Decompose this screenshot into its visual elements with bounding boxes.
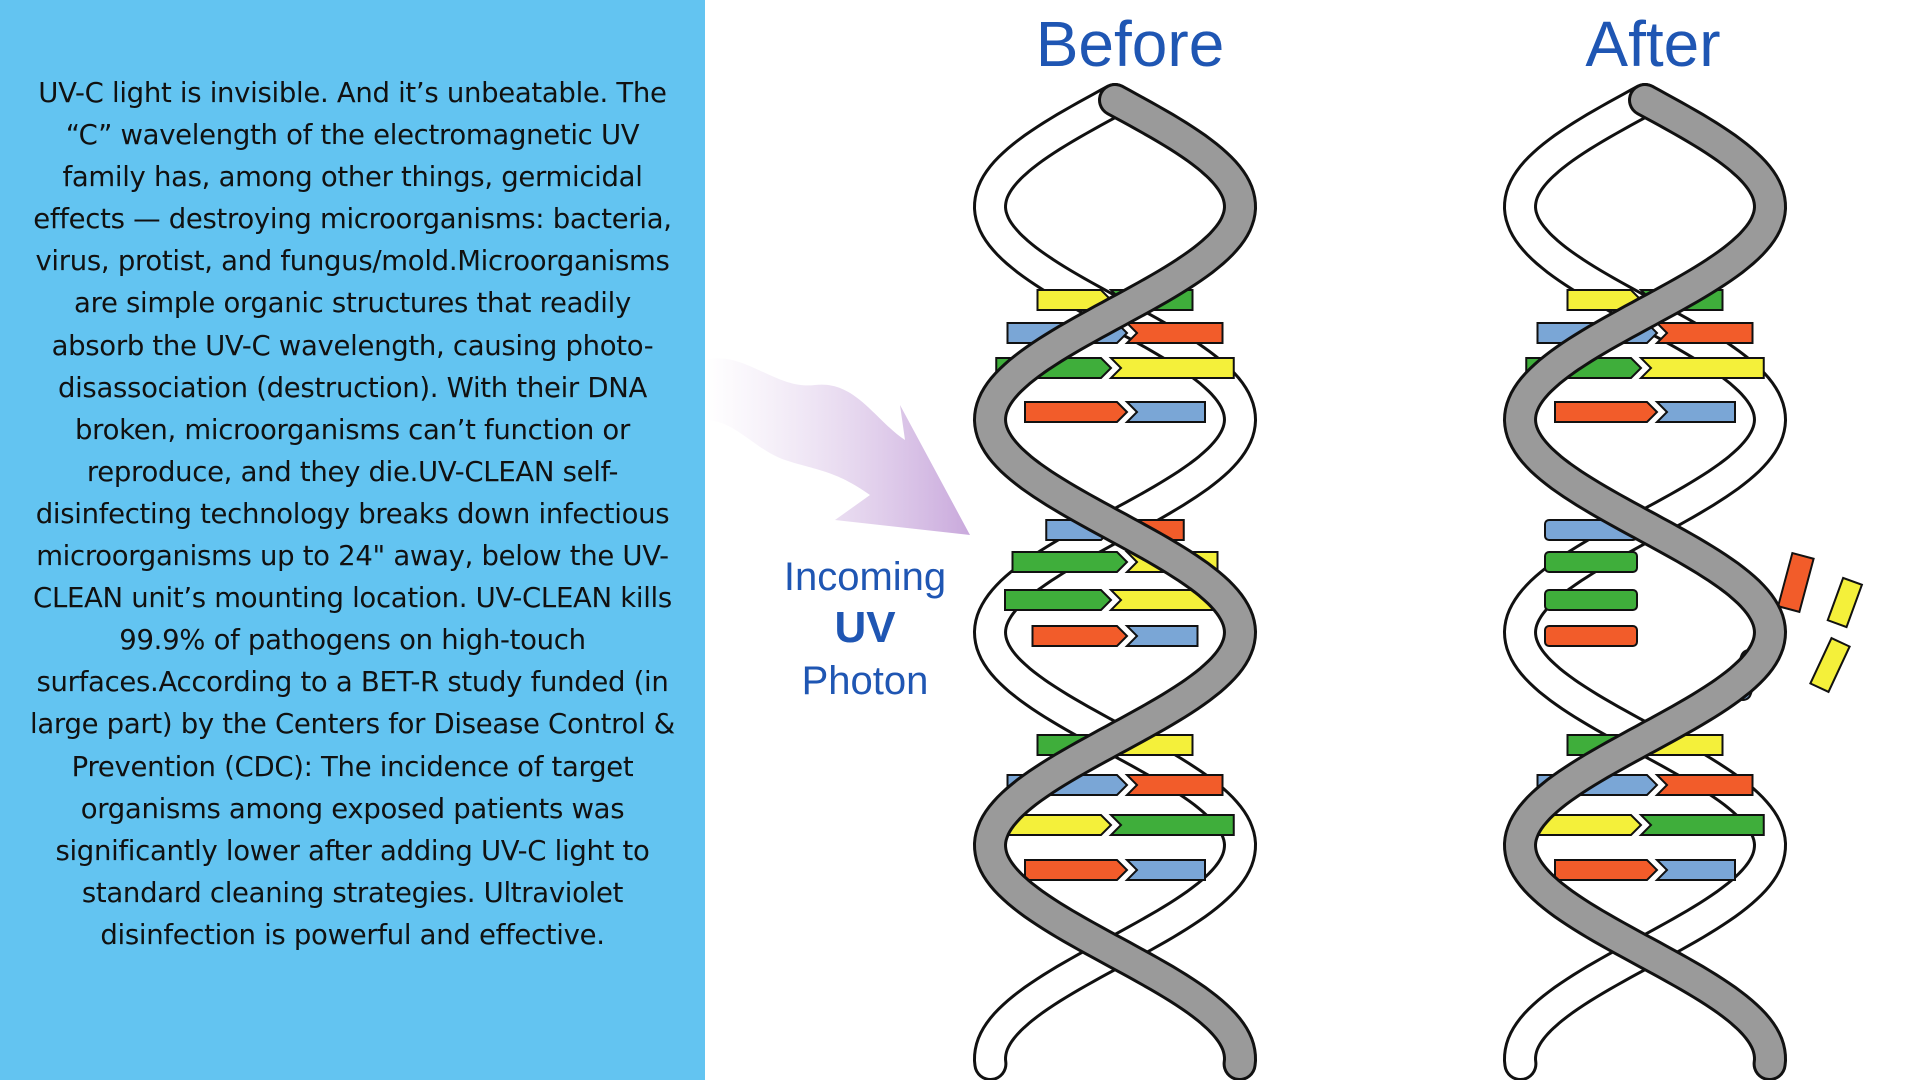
base-pair-left <box>1554 401 1659 423</box>
photon-label-line3: Photon <box>802 659 929 703</box>
dna-helix-after <box>1502 83 1864 1080</box>
body-text: UV-C light is invisible. And it’s unbeat… <box>30 77 675 951</box>
uv-photon-arrow <box>705 358 970 535</box>
after-label: After <box>1585 8 1720 80</box>
base-pair-right <box>1654 322 1754 344</box>
photon-label-line1: Incoming <box>784 555 946 599</box>
base-pair-left <box>1004 589 1113 611</box>
base-pair-right <box>1638 357 1765 379</box>
broken-base <box>1544 625 1638 647</box>
base-pair-left <box>1024 401 1129 423</box>
base-pair-left <box>1031 625 1129 647</box>
base-pair-right <box>1654 401 1736 423</box>
dna-diagram: Before After Incoming UV Photon <box>705 0 1920 1080</box>
base-pair-right <box>1124 774 1224 796</box>
base-pair-right <box>1124 859 1206 881</box>
text-panel: UV-C light is invisible. And it’s unbeat… <box>0 0 705 1080</box>
broken-base <box>1544 589 1638 611</box>
base-pair-left <box>1554 859 1659 881</box>
broken-base <box>1544 551 1638 573</box>
base-pair-right <box>1108 814 1235 836</box>
broken-base-orange <box>1776 551 1815 614</box>
dna-diagram-svg: Before After Incoming UV Photon <box>705 8 1864 1080</box>
base-pair-left <box>1011 551 1129 573</box>
base-pair-right <box>1638 814 1765 836</box>
base-pair-right <box>1124 625 1199 647</box>
dna-strand-front <box>975 86 1255 1078</box>
base-pair-left <box>1024 859 1129 881</box>
before-label: Before <box>1036 8 1225 80</box>
broken-base-yellow <box>1826 576 1864 629</box>
dna-strand-back <box>1505 86 1785 1078</box>
dna-helix-before <box>972 83 1258 1080</box>
base-pair-right <box>1654 774 1754 796</box>
photon-label-line2: UV <box>834 603 896 652</box>
base-pair-right <box>1124 322 1224 344</box>
base-pair-right <box>1124 401 1206 423</box>
dna-strand-front <box>1505 86 1785 1078</box>
broken-base-yellow-2 <box>1809 636 1851 694</box>
base-pair-right <box>1108 357 1235 379</box>
dna-strand-back <box>975 86 1255 1078</box>
base-pair-right <box>1654 859 1736 881</box>
